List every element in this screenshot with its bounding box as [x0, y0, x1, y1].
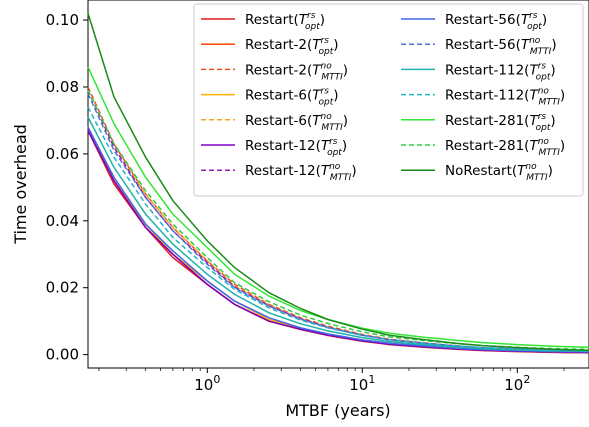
- y-tick-label: 0.06: [46, 145, 79, 163]
- x-tick-label: 100: [194, 373, 220, 394]
- y-tick-label: 0.00: [46, 346, 79, 364]
- legend-entry-restart-281-mtti: Restart-281(Tno MTTI): [445, 137, 565, 158]
- series-line-norestart-mtti-13: [87, 13, 589, 352]
- x-axis-label: MTBF (years): [285, 401, 390, 420]
- y-tick-label: 0.08: [46, 78, 79, 96]
- series-line-restart-112-opt-9: [87, 116, 589, 353]
- y-tick-label: 0.04: [46, 212, 79, 230]
- y-tick-label: 0.02: [46, 279, 79, 297]
- legend-entry-norestart-mtti: NoRestart(Tno MTTI): [445, 162, 553, 183]
- legend-entry-restart-2-mtti: Restart-2(Tno MTTI): [245, 61, 348, 82]
- legend-entry-restart-6-mtti: Restart-6(Tno MTTI): [245, 112, 348, 133]
- series-line-restart-281-mtti-12: [87, 89, 589, 351]
- legend-entry-restart-281-opt: Restart-281(Trs opt): [445, 112, 556, 133]
- series-layer: [87, 13, 589, 354]
- x-axis-ticks: 100 101 102: [98, 368, 565, 394]
- legend-box: [193, 3, 584, 197]
- series-line-restart-56-mtti-8: [87, 93, 589, 352]
- legend-entry-restart-56-mtti: Restart-56(Tno MTTI): [445, 36, 557, 57]
- legend: Restart(Trs opt) Restart-2(Trs opt) Restart-…: [193, 3, 584, 197]
- x-tick-label: 101: [349, 373, 375, 394]
- legend-entry-restart-112-mtti: Restart-112(Tno MTTI): [445, 87, 565, 108]
- series-line-restart-112-mtti-10: [87, 106, 589, 352]
- legend-entry-restart-12-mtti: Restart-12(Tno MTTI): [245, 162, 357, 183]
- legend-entry-restart-6-opt: Restart-6(Trs opt): [245, 87, 339, 108]
- y-tick-label: 0.10: [46, 11, 79, 29]
- y-axis-ticks: 0.00 0.02 0.04 0.06 0.08 0.10: [46, 11, 88, 364]
- y-axis-label: Time overhead: [11, 124, 30, 245]
- legend-entry-restart-2-opt: Restart-2(Trs opt): [245, 36, 339, 57]
- legend-entry-restart-56-opt: Restart-56(Trs opt): [445, 11, 547, 32]
- legend-entry-restart-112-opt: Restart-112(Trs opt): [445, 61, 556, 82]
- legend-entry-restart-12-opt: Restart-12(Trs opt): [245, 137, 347, 158]
- legend-entry-restart-opt: Restart(Trs opt): [245, 11, 325, 32]
- x-tick-label: 102: [504, 373, 530, 394]
